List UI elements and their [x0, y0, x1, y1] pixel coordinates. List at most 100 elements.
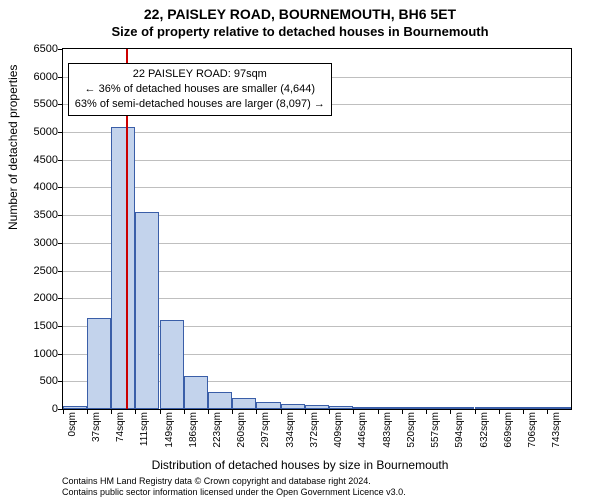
chart-container: 22, PAISLEY ROAD, BOURNEMOUTH, BH6 5ET S… [0, 0, 600, 500]
y-tick-label: 5500 [18, 98, 58, 110]
x-tick-mark [160, 409, 161, 414]
histogram-bar [305, 405, 329, 409]
histogram-bar [329, 406, 353, 409]
histogram-bar [547, 407, 571, 409]
y-tick-label: 2500 [18, 265, 58, 277]
footer-line1: Contains HM Land Registry data © Crown c… [62, 476, 406, 487]
histogram-bar [426, 407, 450, 409]
y-tick-label: 3500 [18, 209, 58, 221]
x-tick-mark [378, 409, 379, 414]
x-tick-mark [87, 409, 88, 414]
x-tick-mark [184, 409, 185, 414]
x-tick-mark [135, 409, 136, 414]
histogram-bar [353, 407, 377, 409]
x-tick-mark [63, 409, 64, 414]
x-tick-label: 149sqm [164, 412, 175, 448]
x-tick-mark [281, 409, 282, 414]
y-tick-mark [58, 381, 63, 382]
x-tick-mark [475, 409, 476, 414]
histogram-bar [256, 402, 280, 409]
y-tick-mark [58, 215, 63, 216]
y-tick-mark [58, 160, 63, 161]
x-tick-mark [305, 409, 306, 414]
histogram-bar [232, 398, 256, 409]
annotation-line1: 22 PAISLEY ROAD: 97sqm [75, 67, 325, 82]
x-tick-mark [256, 409, 257, 414]
histogram-bar [281, 404, 305, 409]
histogram-bar [184, 376, 208, 409]
x-tick-mark [111, 409, 112, 414]
x-tick-mark [450, 409, 451, 414]
x-tick-mark [232, 409, 233, 414]
x-tick-label: 483sqm [382, 412, 393, 448]
x-tick-label: 74sqm [115, 412, 126, 442]
y-tick-mark [58, 298, 63, 299]
x-tick-label: 446sqm [357, 412, 368, 448]
y-tick-mark [58, 132, 63, 133]
x-tick-label: 223sqm [212, 412, 223, 448]
x-tick-label: 372sqm [309, 412, 320, 448]
plot-area: 22 PAISLEY ROAD: 97sqm← 36% of detached … [62, 48, 572, 410]
x-tick-label: 743sqm [551, 412, 562, 448]
x-tick-label: 37sqm [91, 412, 102, 442]
y-tick-label: 1000 [18, 348, 58, 360]
x-tick-label: 632sqm [479, 412, 490, 448]
footer-attribution: Contains HM Land Registry data © Crown c… [62, 476, 406, 498]
y-tick-label: 4000 [18, 181, 58, 193]
histogram-bar [402, 407, 426, 409]
histogram-bar [135, 212, 159, 409]
y-tick-label: 4500 [18, 154, 58, 166]
grid-line [63, 132, 571, 133]
x-tick-mark [547, 409, 548, 414]
histogram-bar [111, 127, 135, 409]
x-tick-label: 520sqm [406, 412, 417, 448]
histogram-bar [450, 407, 474, 409]
histogram-bar [63, 406, 87, 409]
x-tick-label: 409sqm [333, 412, 344, 448]
y-tick-label: 5000 [18, 126, 58, 138]
annotation-line3: 63% of semi-detached houses are larger (… [75, 97, 325, 112]
y-tick-mark [58, 104, 63, 105]
x-tick-label: 334sqm [285, 412, 296, 448]
grid-line [63, 187, 571, 188]
histogram-bar [475, 407, 499, 409]
histogram-bar [378, 407, 402, 409]
y-tick-label: 6000 [18, 71, 58, 83]
annotation-box: 22 PAISLEY ROAD: 97sqm← 36% of detached … [68, 63, 332, 116]
x-tick-mark [329, 409, 330, 414]
histogram-bar [523, 407, 547, 409]
y-tick-mark [58, 271, 63, 272]
y-tick-mark [58, 187, 63, 188]
y-tick-mark [58, 354, 63, 355]
x-tick-label: 111sqm [139, 412, 150, 446]
x-tick-mark [402, 409, 403, 414]
chart-title-line2: Size of property relative to detached ho… [0, 24, 600, 39]
x-tick-mark [426, 409, 427, 414]
x-axis-label: Distribution of detached houses by size … [0, 458, 600, 472]
x-tick-label: 594sqm [454, 412, 465, 448]
x-tick-mark [523, 409, 524, 414]
x-tick-label: 297sqm [260, 412, 271, 448]
footer-line2: Contains public sector information licen… [62, 487, 406, 498]
y-axis-label: Number of detached properties [6, 65, 20, 230]
y-tick-mark [58, 326, 63, 327]
x-tick-label: 0sqm [67, 412, 78, 436]
y-tick-label: 500 [18, 375, 58, 387]
histogram-bar [208, 392, 232, 409]
y-tick-label: 0 [18, 403, 58, 415]
x-tick-label: 186sqm [188, 412, 199, 448]
y-tick-mark [58, 77, 63, 78]
grid-line [63, 160, 571, 161]
x-tick-label: 669sqm [503, 412, 514, 448]
x-tick-label: 557sqm [430, 412, 441, 448]
y-tick-mark [58, 243, 63, 244]
x-tick-mark [208, 409, 209, 414]
x-tick-label: 260sqm [236, 412, 247, 448]
histogram-bar [499, 407, 523, 409]
histogram-bar [87, 318, 111, 409]
y-tick-label: 2000 [18, 292, 58, 304]
y-tick-mark [58, 49, 63, 50]
x-tick-mark [353, 409, 354, 414]
y-tick-label: 3000 [18, 237, 58, 249]
chart-title-line1: 22, PAISLEY ROAD, BOURNEMOUTH, BH6 5ET [0, 6, 600, 22]
